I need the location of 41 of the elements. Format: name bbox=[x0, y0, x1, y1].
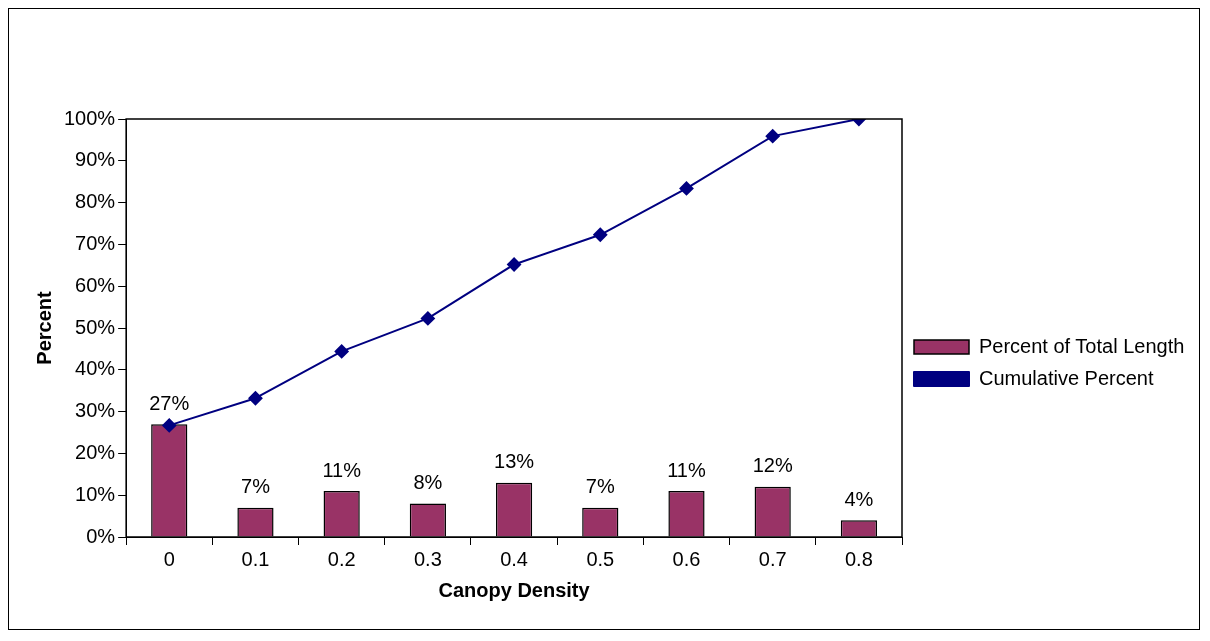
y-tick-label: 90% bbox=[75, 148, 116, 171]
x-tick-label: 0.4 bbox=[500, 547, 528, 570]
y-tick-label: 10% bbox=[75, 482, 116, 505]
x-tick-label: 0.8 bbox=[844, 547, 873, 570]
y-axis-title: Percent bbox=[32, 290, 55, 365]
x-tick-label: 0.1 bbox=[241, 547, 270, 570]
x-tick-label: 0.6 bbox=[672, 547, 701, 570]
y-tick-label: 50% bbox=[75, 315, 116, 338]
y-tick-label: 70% bbox=[75, 231, 116, 254]
point bbox=[593, 227, 608, 242]
data-label: 11% bbox=[667, 458, 706, 481]
y-tick-label: 80% bbox=[75, 190, 116, 213]
data-label: 13% bbox=[494, 450, 535, 473]
data-label: 12% bbox=[752, 454, 793, 477]
data-label: 7% bbox=[585, 475, 615, 498]
y-tick-label: 100% bbox=[64, 106, 116, 129]
data-label: 4% bbox=[844, 487, 874, 510]
point bbox=[334, 344, 349, 359]
y-tick-label: 40% bbox=[75, 357, 116, 380]
y-tick-label: 20% bbox=[75, 440, 116, 463]
data-label: 27% bbox=[149, 391, 190, 414]
point bbox=[162, 418, 177, 433]
point bbox=[679, 181, 694, 196]
x-tick-label: 0.5 bbox=[586, 547, 615, 570]
point bbox=[765, 129, 780, 144]
data-label: 7% bbox=[241, 475, 271, 498]
y-tick-label: 60% bbox=[75, 273, 116, 296]
x-tick-label: 0.3 bbox=[413, 547, 442, 570]
x-tick-label: 0 bbox=[163, 547, 175, 570]
x-tick-label: 0.7 bbox=[758, 547, 787, 570]
point bbox=[420, 311, 435, 326]
legend-label: Cumulative Percent bbox=[979, 366, 1154, 389]
data-label: 8% bbox=[413, 471, 443, 494]
x-tick-label: 0.2 bbox=[327, 547, 356, 570]
point bbox=[507, 257, 522, 272]
data-label: 11% bbox=[322, 458, 362, 481]
y-tick-label: 30% bbox=[75, 399, 116, 422]
x-axis-title: Canopy Density bbox=[438, 578, 591, 601]
y-tick-label: 0% bbox=[86, 524, 116, 547]
legend-label: Percent of Total Length bbox=[979, 334, 1185, 357]
point bbox=[248, 391, 263, 406]
